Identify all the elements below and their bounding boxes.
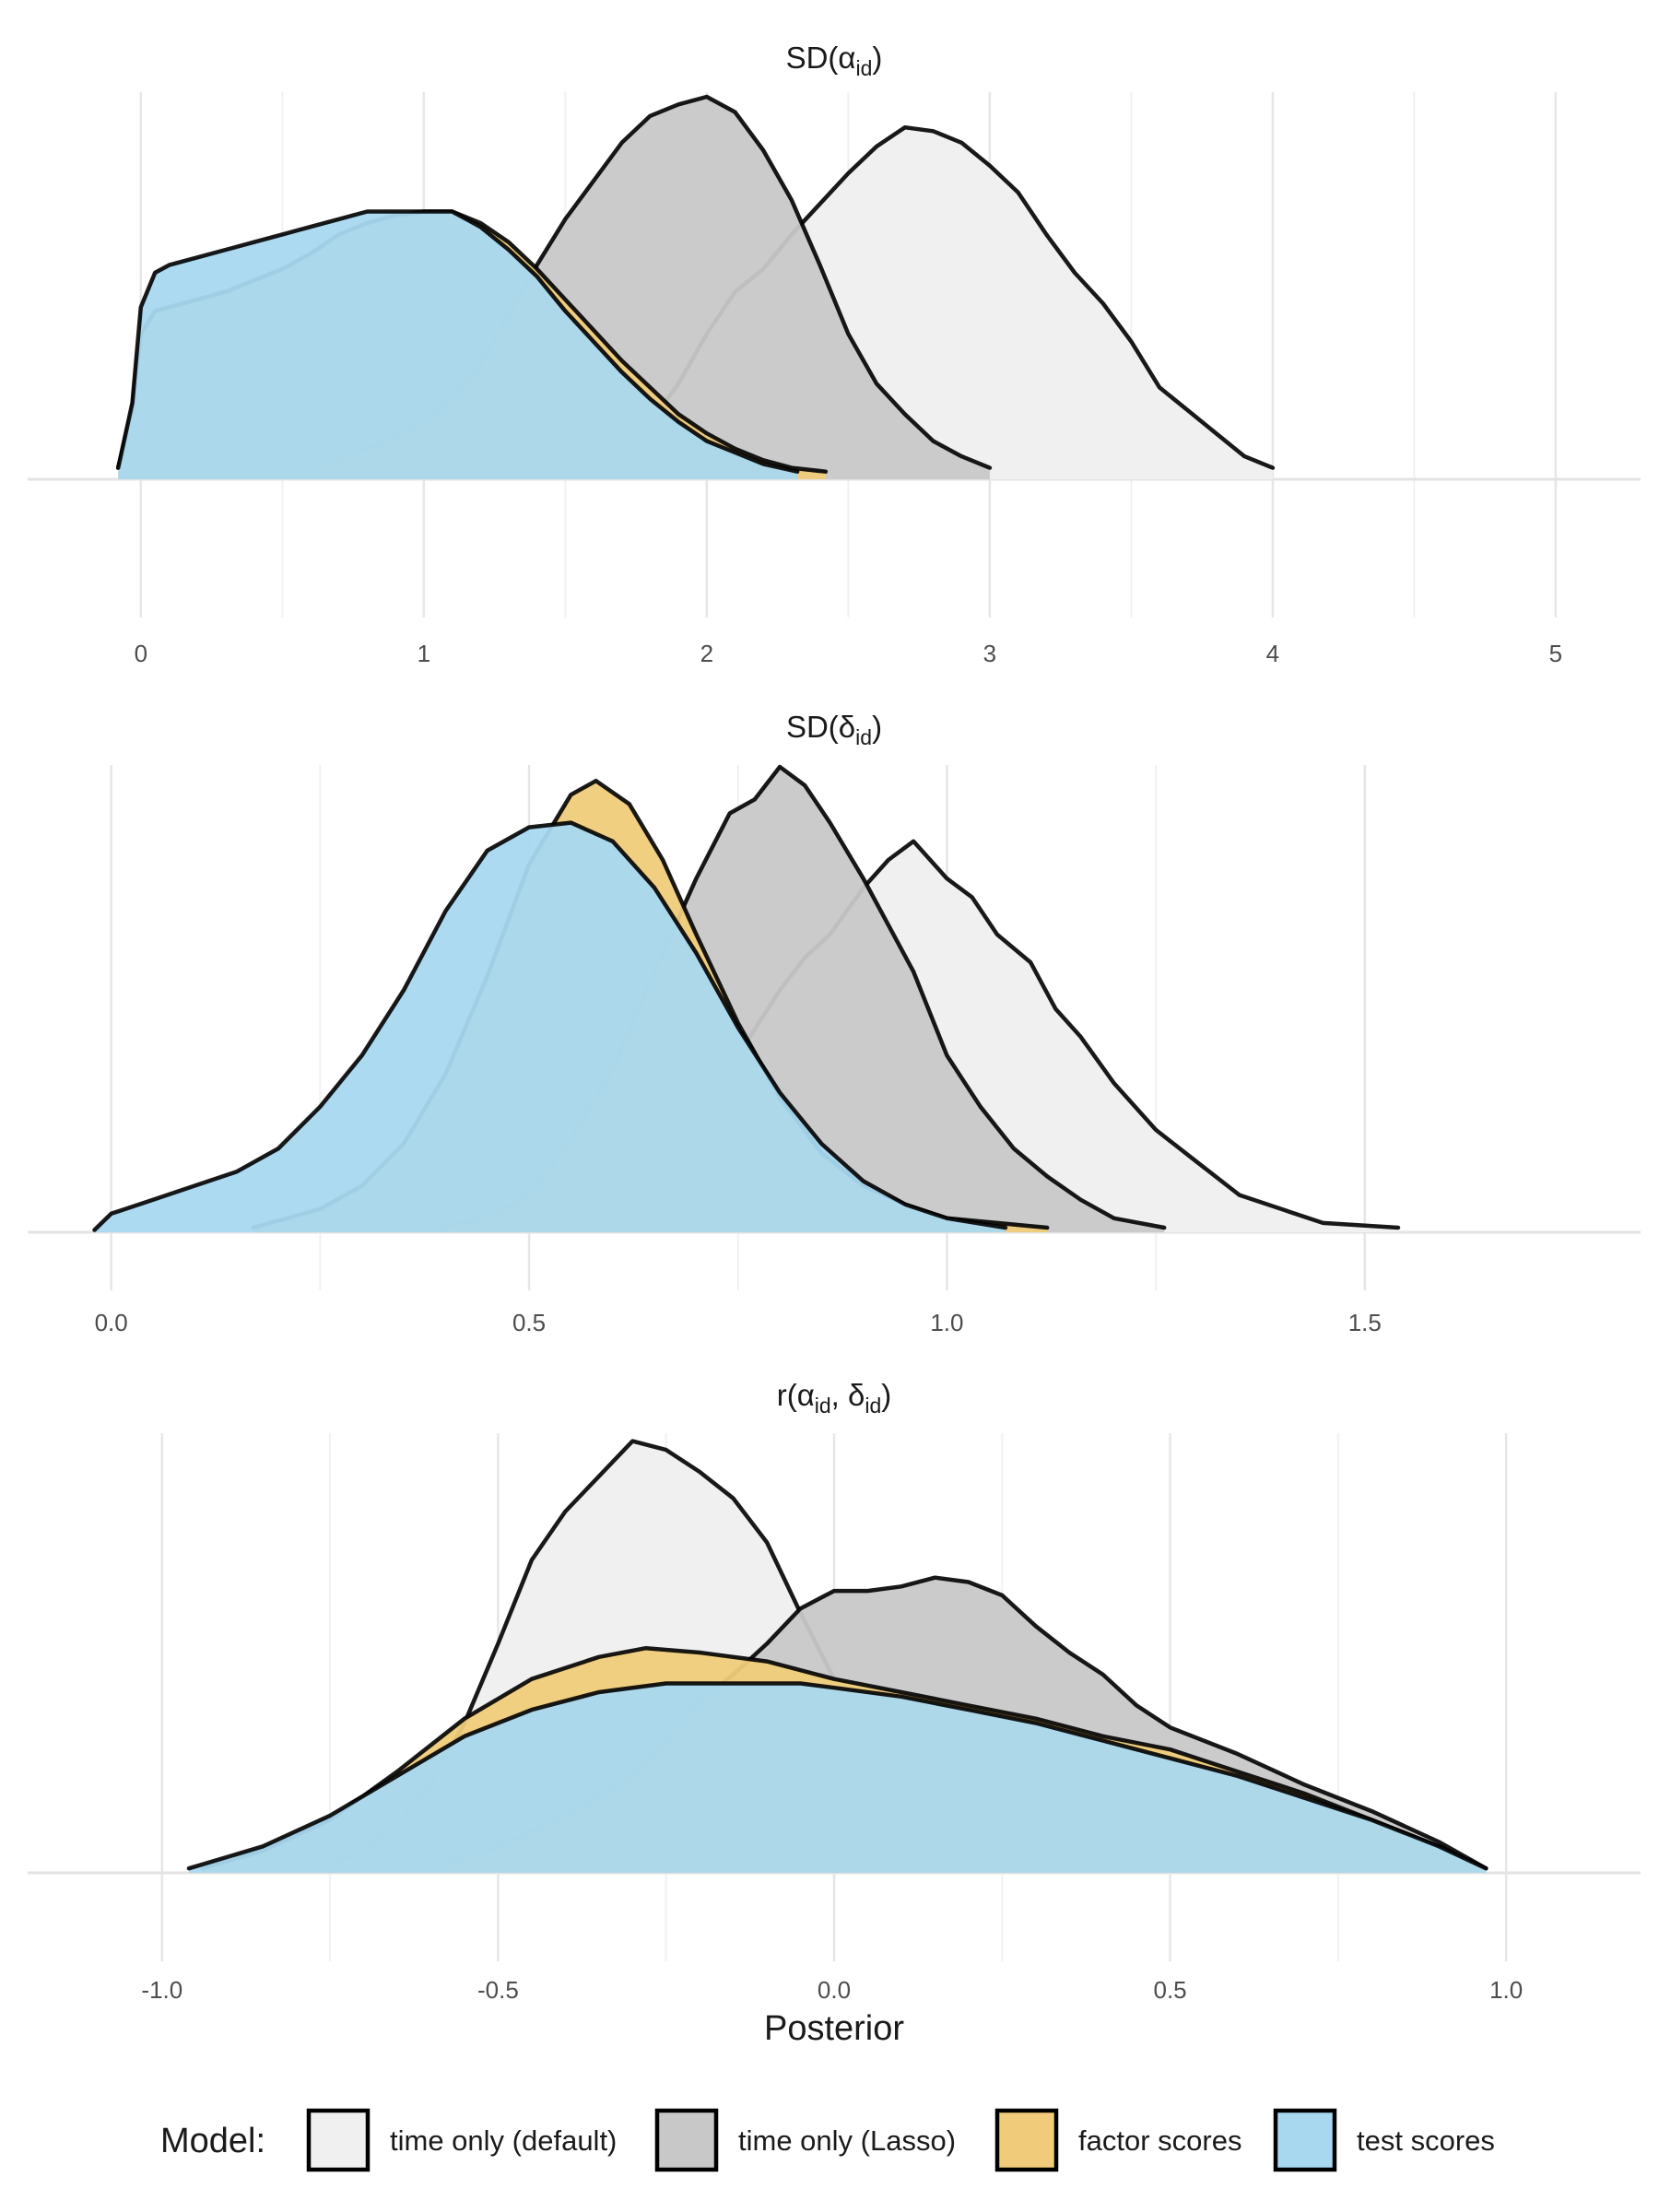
panel-title: r(αid, δid)	[777, 1378, 892, 1418]
legend-item-time-only-default: time only (default)	[306, 2108, 617, 2172]
legend-key	[306, 2108, 371, 2172]
density-fill-test-scores	[118, 211, 798, 479]
x-tick-label: 0.5	[512, 1309, 546, 1336]
legend-label: time only (default)	[390, 2124, 617, 2157]
x-tick-label: 0	[135, 640, 147, 667]
density-line-test-scores	[92, 820, 1008, 1232]
x-tick-label: 5	[1549, 640, 1562, 667]
x-tick-label: 0.5	[1154, 1976, 1187, 2004]
density-line-factor-scores	[200, 1645, 1488, 1871]
legend-item-time-only-lasso: time only (Lasso)	[654, 2108, 956, 2172]
x-tick-label: 2	[700, 640, 713, 667]
x-axis-title: Posterior	[764, 2009, 904, 2048]
panel-2: 0.0 0.5 1.0 1.5 SD(δid)	[28, 710, 1641, 1336]
legend-label: time only (Lasso)	[738, 2124, 956, 2157]
legend: Model: time only (default) time only (Lass…	[160, 2108, 1495, 2172]
legend-title: Model:	[160, 2122, 265, 2160]
legend-label: factor scores	[1078, 2124, 1241, 2157]
x-tick-label: 4	[1266, 640, 1279, 667]
legend-key	[994, 2108, 1059, 2172]
legend-key	[1273, 2108, 1337, 2172]
panel-3: -1.0 -0.5 0.0 0.5 1.0 r(αid, δid)	[28, 1378, 1641, 2004]
x-tick-label: -0.5	[477, 1976, 519, 2004]
density-line-test-scores	[115, 209, 800, 474]
x-tick-label: 1.0	[930, 1309, 963, 1336]
x-tick-label: -1.0	[141, 1976, 182, 2004]
x-tick-label: 3	[983, 640, 996, 667]
panel-title: SD(αid)	[786, 41, 883, 80]
legend-key	[654, 2108, 719, 2172]
density-fill-test-scores	[189, 1683, 1487, 1873]
panel-1: 0 1 2 3 4 5 SD(αid)	[28, 41, 1641, 667]
legend-item-test-scores: test scores	[1273, 2108, 1495, 2172]
x-tick-label: 1.5	[1348, 1309, 1382, 1336]
legend-item-factor-scores: factor scores	[994, 2108, 1241, 2172]
x-tick-label: 1.0	[1489, 1976, 1523, 2004]
x-tick-label: 0.0	[818, 1976, 851, 2004]
legend-label: test scores	[1357, 2124, 1495, 2157]
panels: 0 1 2 3 4 5 SD(αid) 0.0 0.5 1.0 1.5 SD(δid) -1.0 -0.5…	[28, 41, 1641, 2004]
x-tick-label: 0.0	[95, 1309, 128, 1336]
density-fill-test-scores	[94, 822, 1006, 1232]
panel-title: SD(δid)	[786, 710, 882, 749]
density-line-test-scores	[186, 1681, 1488, 1871]
x-tick-label: 1	[418, 640, 430, 667]
